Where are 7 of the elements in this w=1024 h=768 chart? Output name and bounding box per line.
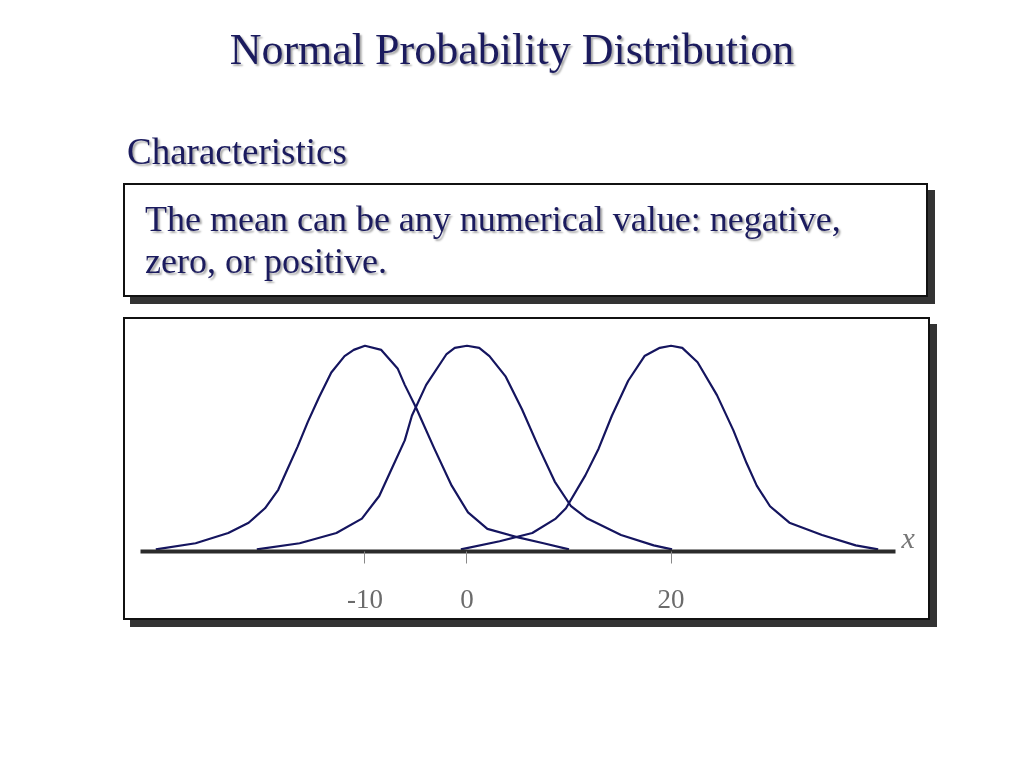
x-axis-title: x xyxy=(900,521,916,554)
x-tick-label: -10 xyxy=(346,583,383,614)
text: The mean can be any numerical value: negative, zero, or positive. xyxy=(145,198,842,282)
x-tick-label: 0 xyxy=(460,583,474,614)
chart-title: Normal Probability Distribution xyxy=(229,24,795,76)
chart-subtitle: Characteristics xyxy=(127,130,347,174)
x-tick-label: 20 xyxy=(657,583,685,614)
